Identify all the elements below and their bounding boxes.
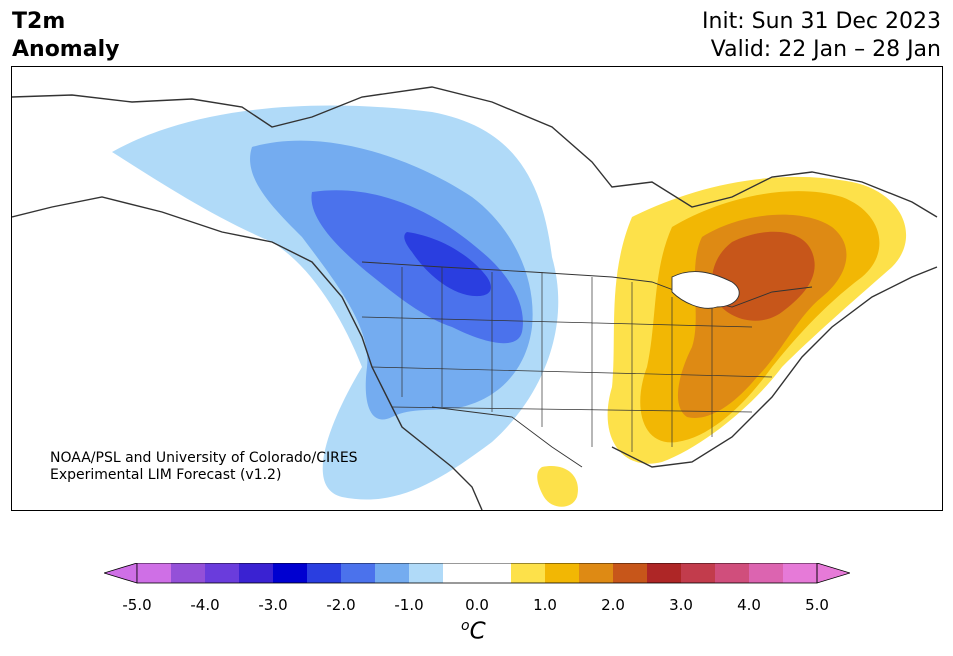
colorbar-tick-label: 1.0 bbox=[533, 596, 557, 614]
border-us-mexico bbox=[431, 406, 583, 468]
colorbar-cell bbox=[579, 563, 614, 583]
colorbar-max-extension bbox=[816, 563, 850, 584]
cold-anomaly-2c bbox=[311, 190, 523, 344]
unit-base: C bbox=[469, 618, 486, 645]
colorbar-cell bbox=[511, 563, 546, 583]
colorbar-tick-label: -2.0 bbox=[326, 596, 356, 614]
colorbar-cell bbox=[681, 563, 716, 583]
forecast-dates: Init: Sun 31 Dec 2023 Valid: 22 Jan – 28… bbox=[702, 8, 941, 64]
great-lakes bbox=[671, 271, 740, 309]
colorbar-outline bbox=[136, 563, 818, 584]
unit-superscript: o bbox=[461, 618, 470, 634]
colorbar-cell bbox=[477, 563, 512, 583]
colorbar-cell bbox=[171, 563, 206, 583]
map-canvas bbox=[12, 86, 938, 510]
colorbar-tick-label: 2.0 bbox=[601, 596, 625, 614]
colorbar-tick-label: 4.0 bbox=[737, 596, 761, 614]
colorbar-tick-label: 3.0 bbox=[669, 596, 693, 614]
cold-anomaly-3c bbox=[404, 232, 491, 297]
data-credit: NOAA/PSL and University of Colorado/CIRE… bbox=[50, 450, 358, 484]
border-us-canada bbox=[361, 261, 813, 308]
anomaly-map: NOAA/PSL and University of Colorado/CIRE… bbox=[11, 66, 943, 511]
colorbar-min-extension bbox=[104, 563, 138, 584]
colorbar-cell bbox=[443, 563, 478, 583]
colorbar-cell bbox=[375, 563, 410, 583]
colorbar-cell bbox=[341, 563, 376, 583]
colorbar-cell bbox=[409, 563, 444, 583]
title-line-2: Anomaly bbox=[12, 37, 120, 62]
colorbar-tick-label: -4.0 bbox=[190, 596, 220, 614]
credit-line-1: NOAA/PSL and University of Colorado/CIRE… bbox=[50, 450, 358, 466]
colorbar bbox=[104, 563, 850, 584]
colorbar-cell bbox=[749, 563, 784, 583]
title-line-1: T2m bbox=[12, 9, 66, 34]
colorbar-tick-label: 0.0 bbox=[465, 596, 489, 614]
colorbar-cell bbox=[205, 563, 240, 583]
colorbar-cell bbox=[715, 563, 750, 583]
colorbar-cell bbox=[613, 563, 648, 583]
colorbar-cell bbox=[239, 563, 274, 583]
colorbar-cell bbox=[783, 563, 818, 583]
credit-line-2: Experimental LIM Forecast (v1.2) bbox=[50, 467, 282, 483]
colorbar-unit: oC bbox=[461, 618, 486, 645]
colorbar-cell bbox=[273, 563, 308, 583]
init-date: Init: Sun 31 Dec 2023 bbox=[702, 9, 941, 34]
valid-date: Valid: 22 Jan – 28 Jan bbox=[710, 37, 941, 62]
colorbar-cell bbox=[545, 563, 580, 583]
colorbar-tick-label: -3.0 bbox=[258, 596, 288, 614]
colorbar-cell bbox=[647, 563, 682, 583]
colorbar-cell bbox=[307, 563, 342, 583]
state-lines bbox=[361, 267, 773, 452]
gulf-warm-patch bbox=[537, 466, 578, 507]
colorbar-tick-label: 5.0 bbox=[805, 596, 829, 614]
colorbar-tick-label: -5.0 bbox=[122, 596, 152, 614]
coastline bbox=[12, 86, 938, 510]
colorbar-cell bbox=[137, 563, 172, 583]
map-title: T2m Anomaly bbox=[12, 8, 119, 64]
colorbar-tick-label: -1.0 bbox=[394, 596, 424, 614]
